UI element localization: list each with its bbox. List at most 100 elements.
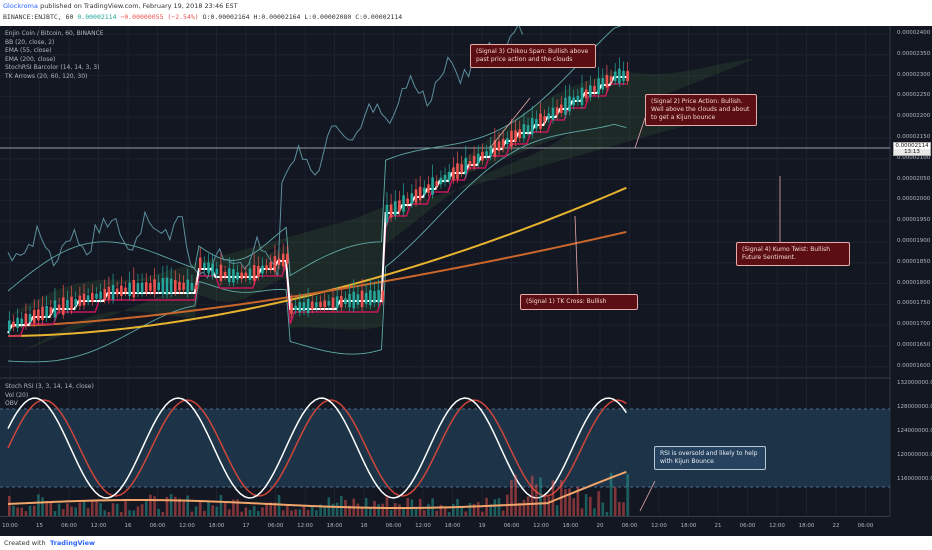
- candle-body: [281, 253, 285, 267]
- volume-bar: [252, 506, 256, 516]
- candle-body: [265, 265, 268, 271]
- author-link[interactable]: Glockroma: [3, 2, 38, 10]
- candle-body: [232, 269, 235, 283]
- volume-bar: [518, 502, 522, 516]
- annotation-signal1[interactable]: (Signal 1) TK Cross: Bullish: [520, 294, 638, 310]
- ohlc-values: O:0.00002164 H:0.00002164 L:0.00002080 C…: [202, 13, 403, 21]
- legend-bb[interactable]: BB (20, close, 2): [5, 38, 55, 46]
- time-tick: 18:00: [326, 523, 343, 529]
- volume-bar: [609, 472, 613, 516]
- candle-body: [144, 282, 148, 293]
- candle-body: [194, 284, 198, 290]
- legend-ema55[interactable]: EMA (55, close): [5, 47, 52, 54]
- candle-body: [423, 187, 426, 195]
- price-tick: 0.00001850: [897, 258, 931, 265]
- volume-bar: [198, 500, 202, 516]
- candle-body: [377, 289, 380, 303]
- annotation-signal3[interactable]: (Signal 3) Chikou Span: Bullish above pa…: [470, 44, 596, 68]
- chart-canvas[interactable]: [0, 26, 932, 536]
- volume-bar: [61, 509, 65, 516]
- time-tick: 12:00: [179, 523, 195, 529]
- legend-stoch-rsi[interactable]: Stoch RSI (3, 3, 14, 14, close): [5, 383, 94, 390]
- volume-bar: [227, 509, 231, 516]
- candle-body: [174, 280, 177, 292]
- price-tick: 0.00002100: [897, 154, 931, 161]
- annotation-signal2[interactable]: (Signal 2) Price Action: Bullish. Well a…: [645, 94, 757, 126]
- oscillator-legend: Stoch RSI (3, 3, 14, 14, close) Vol (20)…: [5, 383, 94, 409]
- volume-bar: [572, 498, 575, 516]
- stoch-rsi-d: [7, 399, 627, 497]
- candle-body: [20, 318, 24, 324]
- volume-bar: [539, 477, 542, 516]
- volume-bar: [124, 500, 127, 516]
- volume-bar: [493, 499, 497, 516]
- oscillator-tick: 120000000.0000: [897, 452, 932, 458]
- candle-body: [497, 141, 501, 152]
- legend-stochrsi-barcolor[interactable]: StochRSI Barcolor (14, 14, 3, 3): [5, 64, 100, 71]
- candle-body: [240, 272, 243, 279]
- chart-area[interactable]: Enjin Coin / Bitcoin, 60, BINANCE BB (20…: [0, 26, 932, 536]
- volume-bar: [294, 509, 297, 516]
- legend-tk-arrows[interactable]: TK Arrows (20, 60, 120, 30): [5, 72, 88, 80]
- legend-obv[interactable]: OBV: [5, 400, 18, 407]
- candle-body: [622, 70, 625, 82]
- time-tick: 18:00: [798, 523, 815, 529]
- ema-200-line: [7, 230, 627, 327]
- time-tick: 06:00: [503, 523, 520, 529]
- annotation-signal4[interactable]: (Signal 4) Kumo Twist: Bullish Future Se…: [736, 242, 850, 266]
- publish-header: Glockroma published on TradingView.com, …: [0, 0, 932, 26]
- current-price-tag: 0.00002114 13:13: [893, 142, 931, 156]
- legend-ema200[interactable]: EMA (200, close): [5, 55, 56, 63]
- volume-bar: [286, 505, 289, 516]
- candle-body: [302, 302, 306, 312]
- candle-body: [568, 96, 571, 112]
- footer: Created with TradingView: [0, 536, 932, 550]
- candle-body: [501, 138, 505, 149]
- annotation-rsi[interactable]: RSI is oversold and likely to help with …: [654, 446, 766, 470]
- volume-bar: [622, 502, 625, 516]
- volume-bar: [576, 486, 580, 516]
- candle-body: [203, 263, 206, 269]
- volume-bar: [165, 496, 169, 516]
- price-tick: 0.00002150: [897, 134, 931, 140]
- candle-body: [103, 288, 107, 300]
- volume-bar: [16, 507, 19, 516]
- candle-body: [107, 287, 111, 300]
- candle-body: [190, 282, 194, 291]
- legend-volume[interactable]: Vol (20): [5, 391, 29, 399]
- oscillator-tick: 128000000.0000: [897, 404, 932, 410]
- volume-bar: [310, 506, 314, 516]
- candle-body: [543, 116, 546, 122]
- price-tick: 0.00001650: [897, 342, 931, 348]
- time-tick: 18:00: [562, 523, 579, 529]
- price-tick: 0.00002350: [897, 50, 931, 57]
- price-axis[interactable]: 0.00002400 0.00002350 0.00002300 0.00002250…: [894, 26, 932, 376]
- time-tick: 18: [360, 523, 368, 529]
- time-tick: 12:00: [415, 523, 431, 529]
- volume-bar: [335, 502, 339, 516]
- candle-body: [476, 153, 480, 164]
- candle-body: [248, 268, 252, 280]
- volume-bar: [593, 508, 596, 516]
- candle-body: [510, 130, 513, 147]
- time-tick: 18:00: [444, 523, 461, 529]
- volume-bar: [381, 503, 385, 516]
- candle-body: [49, 307, 53, 314]
- candle-body: [618, 68, 621, 84]
- kumo-cloud: [8, 58, 755, 357]
- current-price-value: 0.00002114: [895, 143, 929, 149]
- oscillator-axis[interactable]: 132000000.0000 128000000.0000 124000000.00…: [894, 378, 932, 516]
- volume-bar: [107, 511, 111, 516]
- candle-body: [290, 303, 293, 314]
- candle-body: [389, 204, 393, 218]
- candle-body: [78, 295, 82, 306]
- volume-bar: [149, 494, 152, 516]
- volume-bar: [319, 504, 322, 516]
- time-axis[interactable]: 10:00 15 06:00 12:00 16 06:00 12:00 18:00 17 06:0…: [0, 516, 890, 537]
- candle-body: [452, 167, 455, 180]
- volume-bar: [302, 506, 306, 516]
- candle-body: [564, 97, 567, 115]
- volume-bar: [497, 498, 501, 516]
- time-tick: 06:00: [385, 523, 402, 529]
- tradingview-logo[interactable]: TradingView: [50, 539, 96, 547]
